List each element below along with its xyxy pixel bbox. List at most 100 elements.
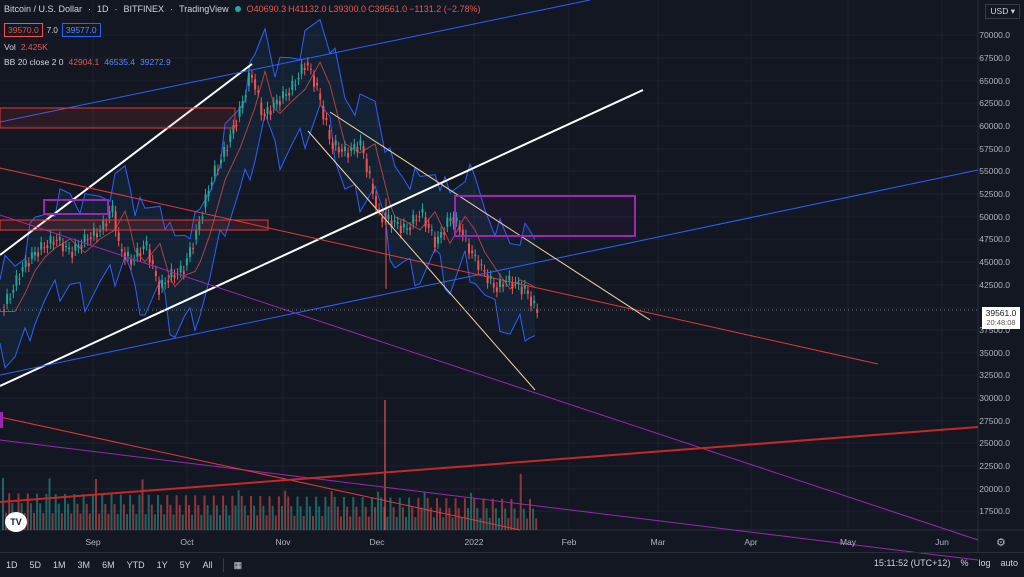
trade-buttons: 39570.0 7.0 39577.0 — [4, 23, 101, 37]
candle-body — [9, 298, 12, 300]
candle-body — [278, 101, 281, 106]
volume-bar — [188, 505, 190, 530]
trendline-white — [0, 89, 644, 387]
auto-toggle[interactable]: auto — [1000, 558, 1018, 568]
volume-bar — [470, 492, 473, 530]
volume-bar — [225, 505, 228, 530]
volume-bar — [8, 493, 11, 530]
candle-body — [49, 235, 52, 244]
price-tick-label: 70000.0 — [979, 30, 1010, 40]
volume-bar — [361, 497, 364, 530]
volume-bar — [504, 508, 507, 530]
volume-bar — [346, 506, 349, 530]
buy-button[interactable]: 39577.0 — [61, 23, 101, 37]
range-button-1y[interactable]: 1Y — [156, 560, 168, 570]
range-button-6m[interactable]: 6M — [102, 560, 115, 570]
candle-body — [241, 101, 244, 109]
trendline-white — [0, 63, 253, 256]
candle-body — [471, 250, 474, 254]
trendline-blue — [0, 0, 591, 123]
candle-body — [306, 62, 309, 66]
volume-bar — [414, 517, 417, 530]
volume-bar — [147, 494, 150, 530]
candle-body — [334, 140, 337, 146]
volume-bar — [197, 505, 200, 530]
range-button-5d[interactable]: 5D — [29, 560, 42, 570]
candle-body — [130, 259, 133, 265]
volume-bar — [113, 504, 116, 530]
candle-body — [381, 216, 384, 223]
gear-icon[interactable]: ⚙ — [996, 537, 1006, 549]
currency-label: USD — [990, 6, 1009, 16]
volume-bar — [355, 506, 358, 530]
volume-bar — [395, 516, 398, 530]
candle-body — [145, 241, 148, 246]
volume-bar — [420, 507, 423, 530]
candle-body — [285, 94, 288, 96]
bollinger-legend[interactable]: BB 20 close 2 0 42904.1 46535.4 39272.9 — [4, 57, 171, 67]
trendline-purple — [0, 439, 979, 561]
time-tick-label: Sep — [85, 537, 101, 547]
candle-body — [272, 102, 275, 108]
date-range-icon[interactable]: ▦ — [233, 559, 243, 570]
candle-body — [424, 217, 427, 227]
volume-bar — [405, 517, 407, 530]
price-tick-label: 67500.0 — [979, 53, 1010, 63]
volume-bar — [39, 503, 42, 530]
range-button-all[interactable]: All — [202, 560, 213, 570]
volume-bar — [104, 504, 107, 530]
candle-body — [43, 247, 46, 249]
log-toggle[interactable]: log — [978, 558, 991, 568]
range-button-1m[interactable]: 1M — [53, 560, 66, 570]
candle-body — [65, 246, 67, 248]
volume-bar — [516, 518, 519, 530]
range-button-5y[interactable]: 5Y — [179, 560, 191, 570]
trendline-tan — [307, 130, 536, 391]
interval-label[interactable]: 1D — [97, 4, 109, 14]
candle-body — [288, 92, 291, 96]
volume-bar — [271, 505, 274, 530]
price-tick-label: 62500.0 — [979, 98, 1010, 108]
candle-body — [344, 146, 346, 152]
currency-select[interactable]: USD ▾ — [985, 4, 1020, 19]
volume-bar — [116, 513, 119, 530]
volume-bar — [132, 504, 135, 530]
change-value: −1131.2 (−2.78%) — [409, 4, 481, 14]
range-button-ytd[interactable]: YTD — [126, 560, 145, 570]
volume-bar — [529, 499, 531, 530]
volume-bar — [231, 495, 234, 530]
bollinger-label: BB 20 close 2 0 — [4, 57, 64, 67]
candle-body — [399, 225, 402, 234]
volume-bar — [352, 497, 355, 530]
clock-time[interactable]: 15:11:52 (UTC+12) — [873, 558, 951, 568]
volume-bar — [64, 494, 66, 530]
volume-bar — [327, 506, 330, 530]
volume-bar — [256, 515, 259, 530]
candle-body — [536, 309, 539, 313]
range-button-1d[interactable]: 1D — [6, 560, 18, 570]
volume-bar — [358, 516, 361, 530]
candle-body — [21, 267, 24, 272]
volume-bar — [172, 514, 175, 530]
symbol-name[interactable]: Bitcoin / U.S. Dollar — [4, 4, 83, 14]
percent-toggle[interactable]: % — [960, 558, 969, 568]
volume-bar — [110, 494, 113, 530]
candle-body — [406, 228, 408, 230]
open-value: O40690.3 — [246, 4, 287, 14]
candle-body — [220, 159, 222, 164]
range-button-3m[interactable]: 3M — [77, 560, 91, 570]
sell-button[interactable]: 39570.0 — [4, 23, 43, 37]
candle-body — [452, 217, 455, 225]
volume-legend[interactable]: Vol 2.425K — [4, 42, 48, 52]
time-tick-label: Oct — [180, 537, 194, 547]
tradingview-logo[interactable]: TV — [5, 512, 27, 532]
volume-bar — [426, 497, 429, 530]
bollinger-fill — [0, 19, 535, 368]
volume-bar — [262, 505, 265, 530]
candle-body — [12, 289, 15, 293]
candle-body — [300, 64, 303, 74]
candle-body — [99, 230, 102, 232]
volume-bar — [209, 514, 212, 530]
candle-body — [24, 260, 27, 268]
